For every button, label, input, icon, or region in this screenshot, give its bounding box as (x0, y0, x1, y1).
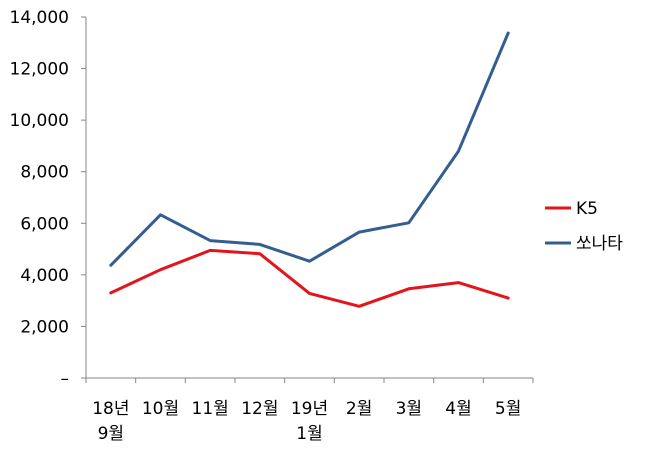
x-tick-label: 10월 (142, 399, 179, 419)
chart-legend: K5 쏘나타 (545, 199, 623, 254)
x-tick-label-line: 10월 (142, 399, 179, 419)
x-tick-label-line: 11월 (192, 399, 229, 419)
y-tick-label: 10,000 (10, 111, 69, 131)
x-tick-label-line: 19년 (291, 399, 328, 419)
y-tick-label: 8,000 (20, 163, 69, 183)
series-line-K5 (109, 248, 510, 308)
x-tick-label: 3월 (396, 399, 422, 419)
y-tick-label: 14,000 (10, 8, 69, 28)
x-tick-label-line: 18년 (92, 399, 129, 419)
x-tick-label-line: 3월 (396, 399, 422, 419)
x-tick-label: 11월 (192, 399, 229, 419)
x-tick-label: 19년 1월 (291, 399, 328, 444)
x-tick-label-line: 1월 (296, 424, 322, 444)
y-tick-label: 6,000 (20, 214, 69, 234)
x-tick-label: 12월 (241, 399, 278, 419)
x-tick-label-line: 2월 (346, 399, 372, 419)
y-tick-label: 12,000 (10, 60, 69, 80)
chart-axes (85, 17, 533, 379)
y-tick-label: 2,000 (20, 317, 69, 337)
x-tick-label-line: 4월 (445, 399, 471, 419)
chart-series (109, 31, 510, 308)
x-tick-label: 5월 (495, 399, 521, 419)
y-tick-label: – (61, 369, 70, 389)
series-line-쏘나타 (109, 31, 510, 267)
x-tick-label: 18년 9월 (92, 399, 129, 444)
x-tick-label: 2월 (346, 399, 372, 419)
x-tick-label-line: 12월 (241, 399, 278, 419)
y-tick-label: 4,000 (20, 266, 69, 286)
legend-label: 쏘나타 (576, 234, 623, 254)
x-tick-label-line: 5월 (495, 399, 521, 419)
x-tick-label-line: 9월 (98, 424, 124, 444)
x-tick-label: 4월 (445, 399, 471, 419)
y-axis-ticks: – 2,000 4,000 6,000 8,000 10,000 12,000 14,000 (10, 8, 86, 389)
legend-label: K5 (576, 199, 598, 219)
